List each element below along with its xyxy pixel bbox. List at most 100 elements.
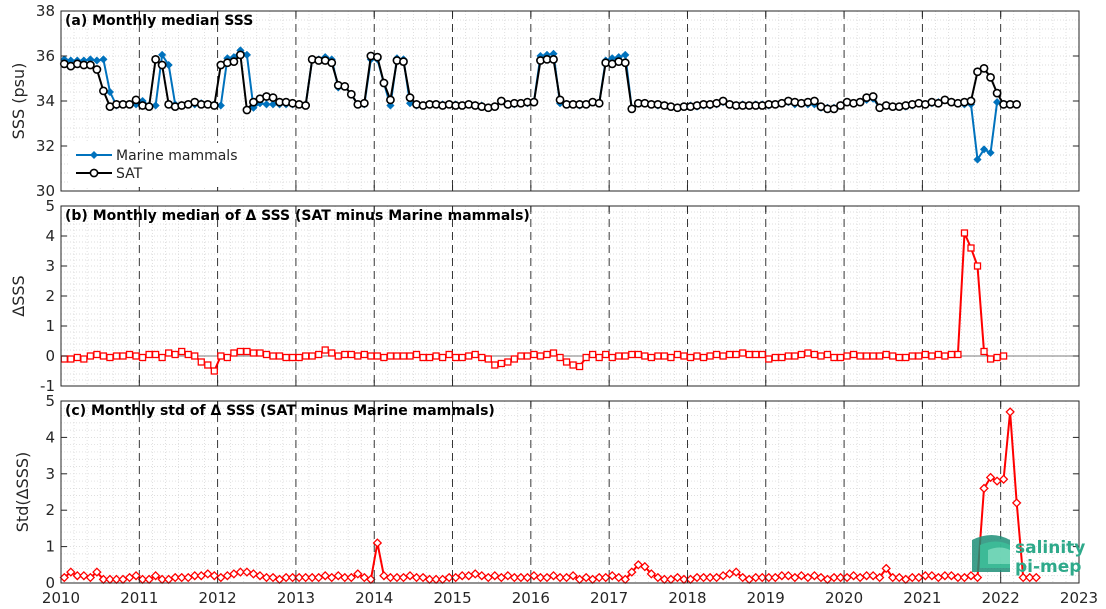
panel-c-series-0-point (379, 571, 389, 581)
panel-c-series-0-point (777, 571, 787, 581)
panel-b-series-0-point (471, 350, 479, 359)
panel-c-series-0-point (535, 572, 546, 583)
panel-c-series-0-point (392, 572, 402, 583)
panel-b-series-0-point (947, 350, 956, 359)
panel-c-ylabel: Std(ΔSSS) (13, 452, 32, 532)
panel-b-series-0-point (295, 353, 303, 362)
panel-b-series-0-point (693, 352, 701, 360)
panel-c-series-0-point (1024, 572, 1035, 583)
watermark: salinity pi-mep (972, 535, 1085, 577)
panel-a-series-1-point (973, 67, 982, 77)
panel-b-series-0-point (908, 352, 916, 360)
panel-a-series-1-point (549, 54, 558, 64)
x-tick-label: 2015 (433, 589, 471, 607)
panel-b-series-0-point (986, 355, 995, 363)
panel-b-series-0-point (582, 353, 590, 362)
panel-b-series-0-point (106, 353, 114, 362)
panel-c-series-0-point (150, 571, 161, 581)
x-tick-label: 2017 (590, 589, 628, 607)
panel-c: 0 1 2 3 4 5 2010 2011 2012 2013 2014 2015 2016 2017 2… (13, 392, 1098, 607)
panel-b-series-0-point (256, 349, 264, 357)
panel-b-series-0-point (171, 350, 179, 359)
legend-label-marine-mammals: Marine mammals (116, 148, 238, 164)
panel-b-series-0-point (419, 353, 427, 362)
panel-b-series-0-point (132, 352, 140, 360)
panel-b-series-0-point (86, 352, 95, 360)
panel-a-series-1-point (301, 101, 311, 110)
panel-b-series-0-point (680, 352, 688, 360)
y-tick-label: 0 (45, 574, 55, 592)
panel-b-series-0-point (165, 349, 173, 357)
panel-b-series-0-point (262, 350, 271, 359)
panel-c-frame (60, 400, 1080, 584)
panel-c-series-0-point (881, 563, 891, 574)
panel-c-series-0-point (235, 567, 246, 577)
panel-a-series-1-point (490, 102, 500, 112)
panel-c-series-0-point (548, 571, 559, 581)
panel-c-series-0-point (516, 572, 526, 583)
y-tick-label: 4 (45, 428, 55, 446)
panel-c-series-0-point (372, 538, 383, 548)
panel-b-series-0-point (125, 350, 134, 359)
panel-b-series-0-point (321, 346, 329, 354)
panel-c-series-0-point (509, 572, 520, 583)
panel-c-series-0-point (1011, 498, 1022, 508)
panel-b-series-0-point (817, 352, 825, 360)
panel-b-series-0-point (778, 353, 786, 362)
panel-b-series-0-point (60, 355, 68, 363)
y-tick-label: 3 (45, 257, 55, 275)
panel-b-series-0-point (660, 352, 669, 360)
panel-b-series-0-point (249, 349, 258, 357)
panel-c-series-0-point (920, 571, 931, 581)
panel-b-series-0-point (876, 352, 884, 360)
panel-b-series-0-point (602, 350, 610, 359)
panel-b-series-0-point (269, 352, 277, 360)
panel-b-series-0-point (236, 347, 245, 356)
legend-marker-sat (89, 168, 99, 178)
y-tick-label: 5 (45, 392, 55, 410)
panel-b-series-0-point (158, 353, 166, 362)
panel-b-series-0-point (178, 347, 186, 356)
y-tick-label: 30 (36, 182, 55, 200)
panel-c-series-0-point (940, 571, 950, 581)
panel-b-series-0-point (556, 353, 564, 362)
panel-b-series-0-point (93, 350, 101, 359)
panel-c-series-0-point (1031, 572, 1041, 583)
panel-b-series-0-point (288, 353, 297, 362)
panel-a-series-1-point (379, 78, 389, 88)
x-tick-label: 2018 (668, 589, 706, 607)
panel-a-series-1-point (268, 93, 278, 103)
panel-c-series-0-point (477, 571, 487, 581)
panel-a-series-1-point (131, 95, 141, 105)
panel-c-series-0-point (985, 472, 996, 483)
panel-c-series-0-point (411, 572, 422, 583)
panel-c-series-0-point (320, 571, 330, 581)
panel-b-series-0-point (849, 350, 858, 359)
panel-b-ylabel: ΔSSS (9, 275, 28, 316)
panel-b-series-0-point (67, 355, 75, 363)
panel-b-series-0-point (902, 353, 910, 362)
x-tick-label: 2021 (903, 589, 941, 607)
panel-b-series-0-point (386, 352, 395, 360)
panel-c-series-0-point (529, 571, 539, 581)
panel-b-title: (b) Monthly median of Δ SSS (SAT minus M… (65, 208, 530, 224)
panel-a-series-1-point (594, 98, 604, 108)
panel-a-series-1-point (966, 96, 976, 106)
panel-b-series-0-point (445, 350, 453, 359)
legend-box (70, 143, 250, 187)
panel-b-series-0-point (530, 350, 538, 359)
panel-c-series-0-point (829, 572, 839, 583)
panel-b-series-0-point (771, 353, 779, 362)
panel-b-series-0-point (686, 353, 695, 362)
panel-b-series-0-point (999, 352, 1008, 360)
y-tick-label: 34 (36, 92, 55, 110)
panel-b-series-0-point (745, 350, 753, 359)
panel-b-series-0-point (752, 350, 760, 359)
panel-a-series-1-point (986, 72, 995, 82)
panel-c-series-0-point (627, 567, 637, 577)
panel-c-series-0-point (66, 567, 76, 577)
panel-b-series-0-point (367, 352, 375, 360)
panel-a-series-1-point (340, 81, 350, 91)
panel-c-series-0-point (72, 571, 83, 581)
panel-c-series-0-point (640, 561, 650, 572)
